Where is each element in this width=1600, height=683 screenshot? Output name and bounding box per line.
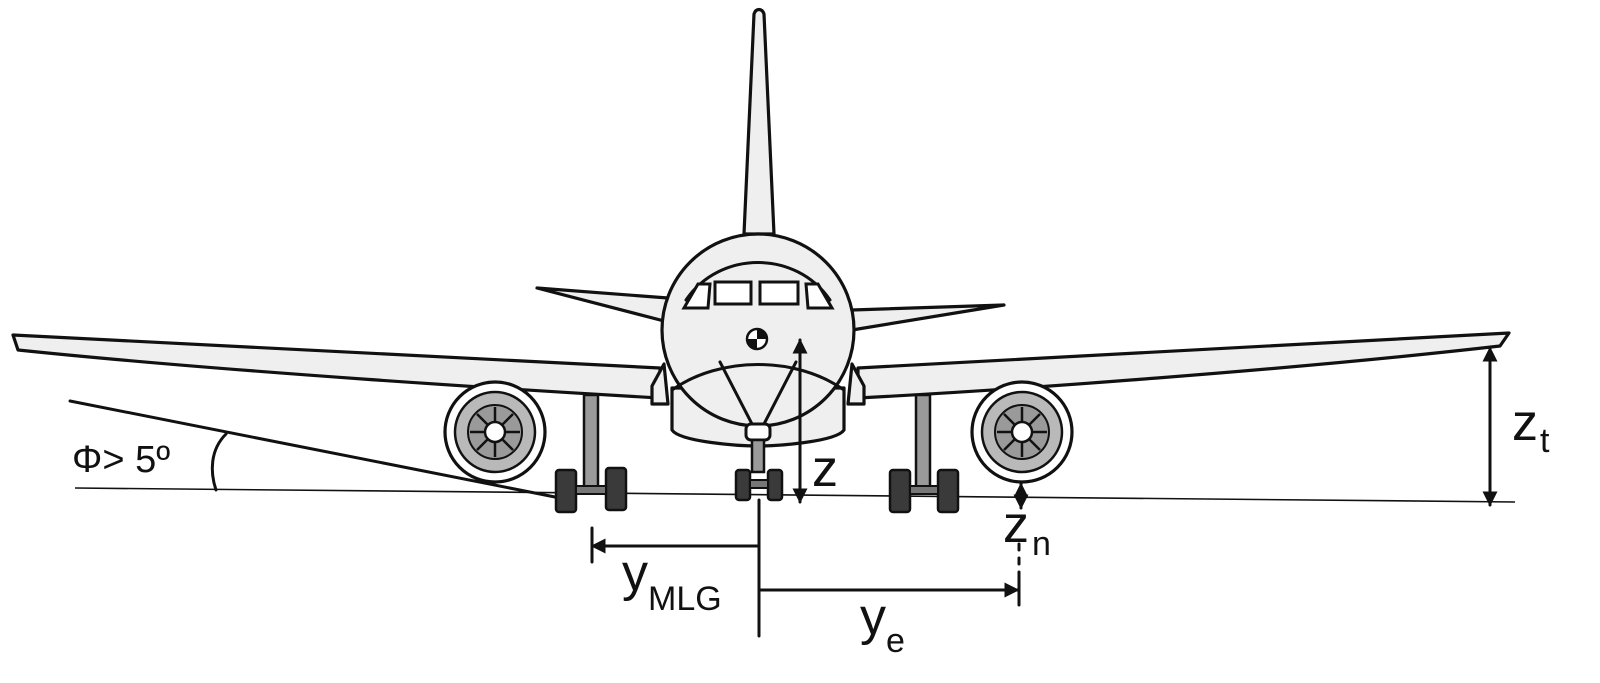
ye-subscript: e bbox=[886, 622, 905, 660]
center-of-gravity-icon bbox=[745, 327, 769, 351]
right-engine bbox=[970, 380, 1074, 484]
cockpit-window-left-side bbox=[681, 282, 712, 310]
zt-label: z bbox=[1512, 394, 1538, 452]
radome-left-edge bbox=[718, 360, 754, 426]
cockpit-window-right bbox=[758, 280, 800, 306]
zn-subscript: n bbox=[1032, 525, 1051, 563]
ye-label: y bbox=[860, 588, 886, 646]
right-wing bbox=[856, 331, 1511, 400]
left-main-landing-gear bbox=[554, 393, 628, 514]
left-engine bbox=[443, 380, 547, 484]
right-main-landing-gear bbox=[888, 393, 960, 514]
ymlg-label: y bbox=[622, 544, 648, 602]
cockpit-window-left bbox=[713, 280, 753, 306]
left-wing bbox=[11, 333, 662, 400]
angle-label: Φ> 5º bbox=[72, 439, 170, 481]
zn-label: z bbox=[1003, 496, 1029, 554]
left-wing-fairing bbox=[650, 362, 670, 406]
zt-subscript: t bbox=[1540, 422, 1550, 460]
nose-landing-gear bbox=[734, 422, 784, 502]
ymlg-subscript: MLG bbox=[648, 580, 722, 618]
radome-right-edge bbox=[762, 360, 798, 426]
bank-angle-arc bbox=[210, 432, 228, 492]
z-label: z bbox=[812, 440, 838, 498]
right-horizontal-stabilizer bbox=[850, 303, 1006, 332]
ground-line bbox=[74, 487, 1516, 503]
cockpit-window-right-side bbox=[804, 282, 835, 310]
left-horizontal-stabilizer bbox=[535, 286, 670, 324]
right-wing-fairing bbox=[846, 362, 866, 406]
vertical-tail bbox=[742, 7, 776, 236]
radome-line bbox=[670, 363, 846, 392]
bank-angle-line bbox=[68, 399, 557, 499]
